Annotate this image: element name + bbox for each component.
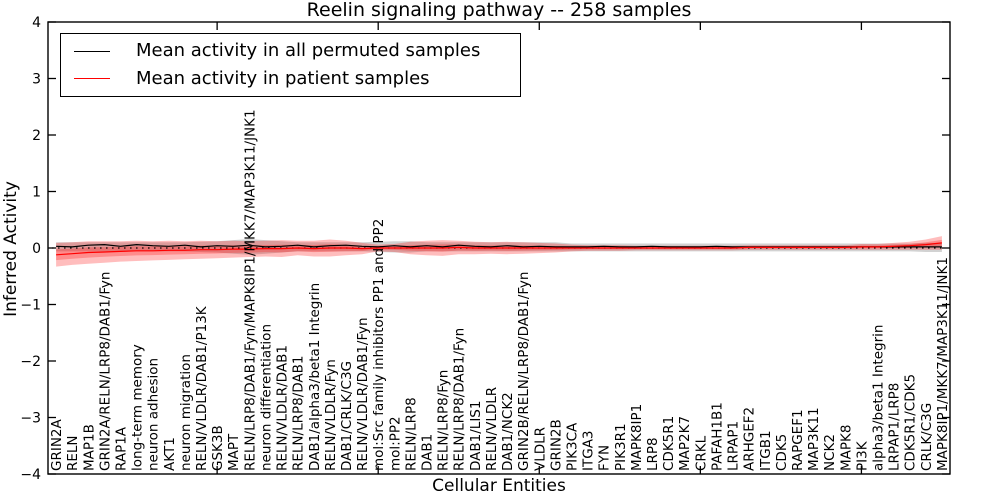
x-entity-label: MAPT (226, 433, 242, 471)
x-entity-label: VLDLR (532, 427, 548, 471)
x-entity-label: RELN/LRP8/DAB1/Fyn/MAPK8IP1/MKK7/MAP3K11… (242, 109, 258, 471)
x-entity-label: GSK3B (210, 425, 226, 471)
x-entity-label: alpha3/beta1 Integrin (871, 325, 887, 471)
x-entity-label: RELN/LRP8/DAB1/Fyn (452, 328, 468, 471)
x-entity-label: mol:PP2 (387, 416, 403, 471)
x-entity-label: ITGB1 (758, 430, 774, 471)
x-entity-label: MAP3K11 (806, 407, 822, 471)
permuted-line-swatch (74, 50, 110, 52)
x-entity-label: GRIN2A (49, 418, 65, 471)
chart-title: Reelin signaling pathway -- 258 samples (306, 0, 692, 21)
x-entity-label: neuron migration (178, 354, 194, 471)
y-tick-label: −3 (20, 411, 41, 427)
x-entity-label: CDK5R1 (661, 416, 677, 471)
x-entity-label: ARHGEF2 (742, 407, 758, 471)
x-entity-label: MAP1B (81, 424, 97, 471)
x-entity-label: PI3K (854, 440, 870, 471)
x-axis-label: Cellular Entities (432, 476, 566, 496)
y-tick-label: 2 (32, 128, 41, 144)
patient-line-swatch (74, 78, 110, 80)
x-entity-label: NCK2 (822, 434, 838, 471)
x-entity-label: RAP1A (114, 426, 130, 471)
x-entity-label: LRPAP1 (726, 421, 742, 471)
x-entity-label: PIK3R1 (613, 423, 629, 471)
patient-samples-spread-band-core (56, 239, 942, 261)
x-entity-label: MAPK8IP1/MKK7/MAP3K11/JNK1 (935, 257, 951, 471)
x-entity-label: DAB1/NCK2 (500, 392, 516, 471)
x-entity-label: DAB1 (420, 434, 436, 471)
x-entity-label: long-term memory (130, 344, 146, 471)
x-entity-label: MAPK8IP1 (629, 404, 645, 471)
x-entity-label: GRIN2A/RELN/LRP8/DAB1/Fyn (97, 272, 113, 471)
legend-label-permuted: Mean activity in all permuted samples (136, 40, 481, 62)
x-entity-label: CDK5 (774, 434, 790, 471)
y-tick-label: 4 (32, 15, 41, 31)
x-entity-label: AKT1 (162, 437, 178, 471)
x-entity-label: CDK5R1/CDK5 (903, 374, 919, 471)
x-entity-label: DAB1/LIS1 (468, 401, 484, 471)
x-entity-label: RELN/VLDLR (484, 387, 500, 471)
x-entity-label: PIK3CA (565, 422, 581, 471)
x-entity-label: neuron adhesion (146, 358, 162, 471)
x-entity-label: mol:Src family inhibitors PP1 and PP2 (371, 219, 387, 471)
x-entity-label: RELN/VLDLR/DAB1/Fyn (355, 317, 371, 471)
x-entity-label: ITGA3 (581, 430, 597, 471)
legend: Mean activity in all permuted samples Me… (60, 33, 521, 97)
x-entity-label: CRLK/C3G (919, 403, 935, 471)
y-tick-label: −4 (20, 467, 41, 483)
x-entity-label: DAB1/CRLK/C3G (339, 361, 355, 471)
patient-samples-spread-band (56, 236, 942, 267)
x-entity-label: RELN/VLDLR/DAB1 (275, 345, 291, 471)
x-entity-label: RELN/LRP8 (403, 397, 419, 471)
legend-entry-patient: Mean activity in patient samples (74, 67, 520, 89)
y-tick-label: 0 (32, 241, 41, 257)
y-tick-label: −2 (20, 354, 41, 370)
x-entity-label: GRIN2B/RELN/LRP8/DAB1/Fyn (516, 272, 532, 471)
y-tick-label: −1 (20, 298, 41, 314)
x-entity-label: RELN/LRP8/DAB1 (291, 355, 307, 471)
x-entity-label: FYN (597, 445, 613, 471)
x-entity-label: GRIN2B (548, 419, 564, 471)
x-entity-label: RAPGEF1 (790, 409, 806, 471)
y-tick-label: 1 (32, 185, 41, 201)
legend-label-patient: Mean activity in patient samples (136, 67, 430, 89)
x-entity-label: neuron differentiation (258, 324, 274, 471)
x-entity-label: RELN/VLDLR/Fyn (323, 359, 339, 471)
patient-mean-line (56, 242, 942, 256)
x-entity-label: DAB1/alpha3/beta1 Integrin (307, 283, 323, 471)
x-entity-label: PAFAH1B1 (709, 402, 725, 471)
x-entity-label: CRKL (693, 435, 709, 471)
legend-entry-permuted: Mean activity in all permuted samples (74, 41, 520, 61)
x-entity-label: RELN/LRP8/Fyn (436, 370, 452, 471)
y-tick-label: 3 (32, 72, 41, 88)
x-entity-label: MAPK8 (838, 425, 854, 471)
x-entity-label: RELN/VLDLR/DAB1/P13K (194, 305, 210, 471)
x-entity-label: LRPAP1/LRP8 (887, 383, 903, 471)
x-entity-label: MAP2K7 (677, 416, 693, 471)
x-entity-label: RELN (65, 435, 81, 471)
x-entity-label: LRP8 (645, 437, 661, 471)
